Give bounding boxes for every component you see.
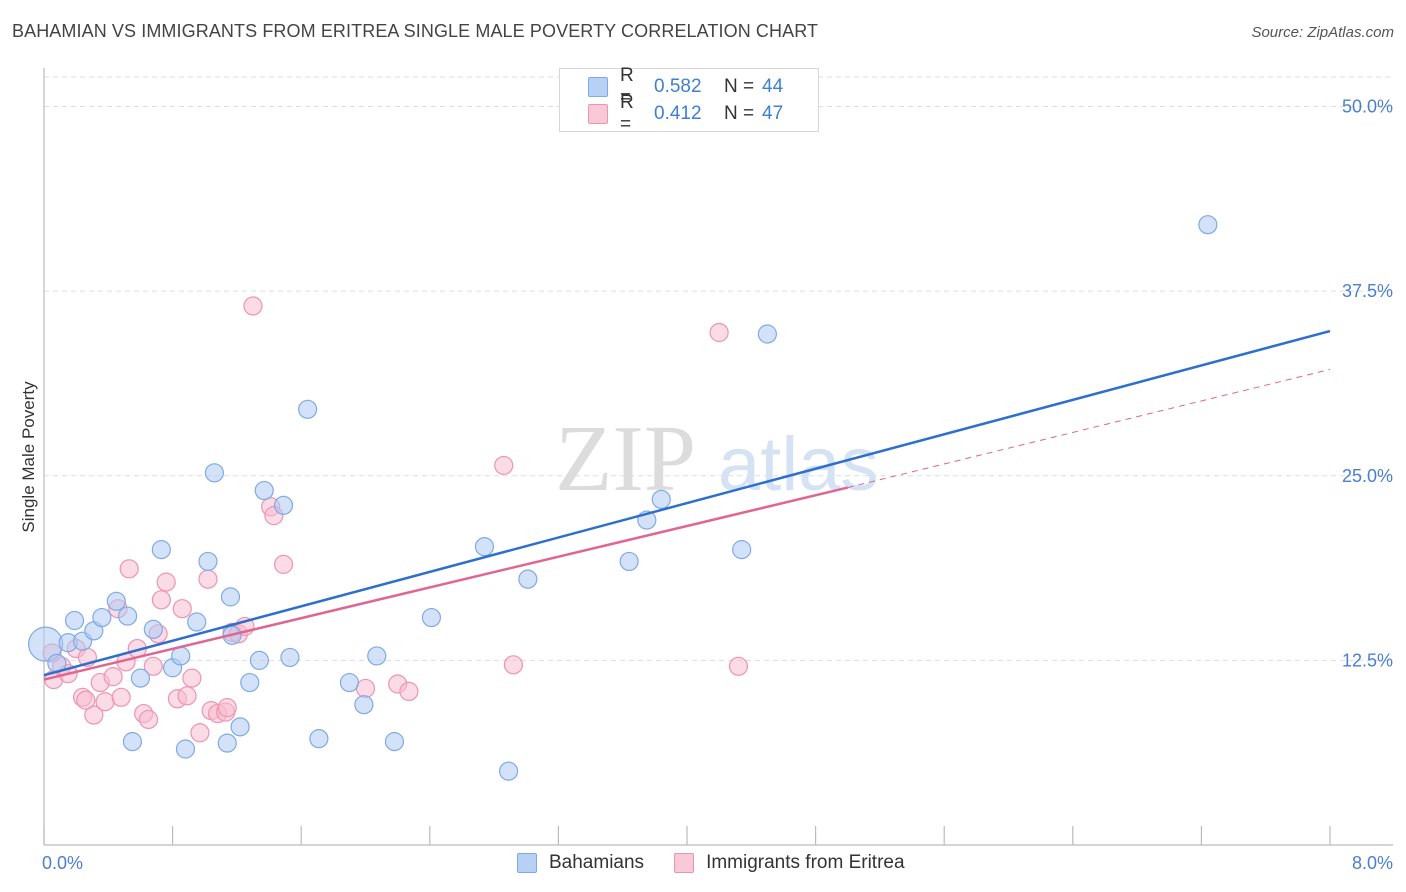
bahamians-point bbox=[421, 607, 442, 628]
bahamians-point bbox=[518, 569, 538, 589]
eritrea-point bbox=[172, 599, 192, 619]
legend-row-eritrea: R = 0.412 N = 47 bbox=[588, 92, 784, 135]
bahamians-point bbox=[619, 551, 639, 572]
bahamians-point bbox=[151, 540, 171, 560]
bahamians-point bbox=[204, 463, 224, 483]
eritrea-point bbox=[273, 554, 294, 574]
trend-lines bbox=[43, 329, 1331, 681]
bahamians-point bbox=[64, 610, 85, 631]
legend-label-eritrea: Immigrants from Eritrea bbox=[706, 852, 905, 873]
bahamians-point bbox=[474, 537, 495, 557]
y-tick-label: 37.5% bbox=[1342, 281, 1393, 301]
bahamians-point bbox=[92, 607, 112, 628]
legend-n-label: N = bbox=[724, 103, 755, 124]
eritrea-point bbox=[103, 667, 123, 687]
bahamians-point bbox=[220, 587, 241, 607]
x-tick-min: 0.0% bbox=[42, 853, 83, 873]
legend-item-bahamians: Bahamians bbox=[517, 852, 644, 874]
legend-r-value: 0.412 bbox=[654, 103, 702, 124]
eritrea-point bbox=[156, 572, 176, 592]
legend-n-value: 44 bbox=[762, 76, 784, 97]
bahamians-point bbox=[384, 732, 405, 752]
y-tick-label: 12.5% bbox=[1342, 650, 1393, 670]
chart-title: BAHAMIAN VS IMMIGRANTS FROM ERITREA SING… bbox=[12, 21, 819, 41]
legend-swatch-pink bbox=[674, 853, 695, 873]
legend-swatch-pink bbox=[588, 104, 608, 124]
stats-legend: R = 0.582 N = 44 R = 0.412 N = 47 bbox=[559, 65, 819, 135]
x-tick-max: 8.0% bbox=[1352, 853, 1393, 873]
bahamians-point bbox=[230, 717, 250, 737]
eritrea-point bbox=[217, 698, 237, 718]
eritrea-point bbox=[138, 709, 159, 730]
eritrea-trend-extension bbox=[847, 368, 1331, 489]
legend-label-bahamians: Bahamians bbox=[549, 852, 645, 873]
eritrea-point bbox=[95, 692, 115, 712]
eritrea-point bbox=[151, 590, 171, 610]
bahamians-point bbox=[240, 672, 260, 693]
bahamians-point bbox=[354, 695, 374, 715]
eritrea-point bbox=[355, 678, 376, 699]
series-bahamians-points bbox=[28, 215, 1218, 781]
bahamians-trend-line bbox=[43, 329, 1331, 677]
source-label: Source: ZipAtlas.com bbox=[1251, 24, 1394, 41]
bahamians-point bbox=[217, 733, 237, 753]
legend-row-bahamians: R = 0.582 N = 44 bbox=[588, 65, 784, 108]
eritrea-point bbox=[503, 655, 523, 675]
bahamians-point bbox=[309, 729, 329, 749]
legend-r-value: 0.582 bbox=[654, 76, 702, 97]
bahamians-point bbox=[175, 739, 196, 759]
eritrea-point bbox=[198, 569, 218, 589]
y-tick-label: 50.0% bbox=[1342, 97, 1393, 117]
eritrea-point bbox=[399, 681, 419, 702]
bahamians-point bbox=[254, 480, 274, 501]
bahamians-point bbox=[367, 646, 387, 666]
legend-n-value: 47 bbox=[762, 103, 784, 124]
y-tick-label: 25.0% bbox=[1342, 466, 1393, 486]
bahamians-point bbox=[280, 647, 300, 668]
bahamians-point bbox=[732, 540, 752, 560]
bahamians-point bbox=[122, 732, 143, 752]
eritrea-point bbox=[494, 455, 514, 476]
legend-swatch-blue bbox=[517, 853, 537, 873]
bahamians-point bbox=[249, 650, 270, 670]
eritrea-point bbox=[177, 686, 197, 706]
bahamians-point bbox=[117, 606, 138, 626]
eritrea-point bbox=[182, 668, 202, 688]
eritrea-point bbox=[709, 322, 729, 343]
axes bbox=[43, 68, 1393, 846]
eritrea-point bbox=[76, 690, 96, 710]
bahamians-point bbox=[651, 489, 671, 509]
eritrea-point bbox=[143, 656, 163, 676]
eritrea-point bbox=[243, 296, 263, 316]
y-tick-labels: 12.5% 25.0% 37.5% 50.0% bbox=[1342, 97, 1393, 671]
eritrea-point bbox=[119, 559, 139, 579]
eritrea-trend-line bbox=[43, 486, 849, 681]
bahamians-point bbox=[298, 399, 318, 419]
bahamians-point bbox=[130, 668, 151, 688]
legend-r-label: R = bbox=[620, 92, 634, 135]
eritrea-point bbox=[111, 687, 131, 707]
legend-swatch-blue bbox=[588, 77, 608, 97]
series-legend: Bahamians Immigrants from Eritrea bbox=[517, 852, 935, 874]
legend-item-eritrea: Immigrants from Eritrea bbox=[674, 852, 905, 874]
bahamians-point bbox=[1198, 215, 1218, 235]
bahamians-point bbox=[498, 761, 519, 781]
watermark-atlas: atlas bbox=[718, 422, 879, 507]
legend-r-label: R = bbox=[620, 65, 634, 108]
eritrea-point bbox=[190, 723, 210, 743]
bahamians-point bbox=[143, 619, 163, 639]
watermark: ZIP atlas bbox=[555, 407, 879, 511]
bahamians-point bbox=[198, 551, 218, 572]
bahamians-point bbox=[757, 324, 777, 344]
eritrea-point bbox=[728, 656, 749, 676]
bahamians-point bbox=[339, 672, 360, 693]
bahamians-point bbox=[106, 591, 126, 611]
eritrea-point bbox=[84, 705, 104, 725]
bahamians-point bbox=[273, 495, 294, 515]
y-axis-title: Single Male Poverty bbox=[19, 381, 38, 533]
legend-n-label: N = bbox=[724, 76, 755, 97]
bahamians-point bbox=[187, 612, 207, 632]
watermark-zip: ZIP bbox=[555, 407, 696, 511]
